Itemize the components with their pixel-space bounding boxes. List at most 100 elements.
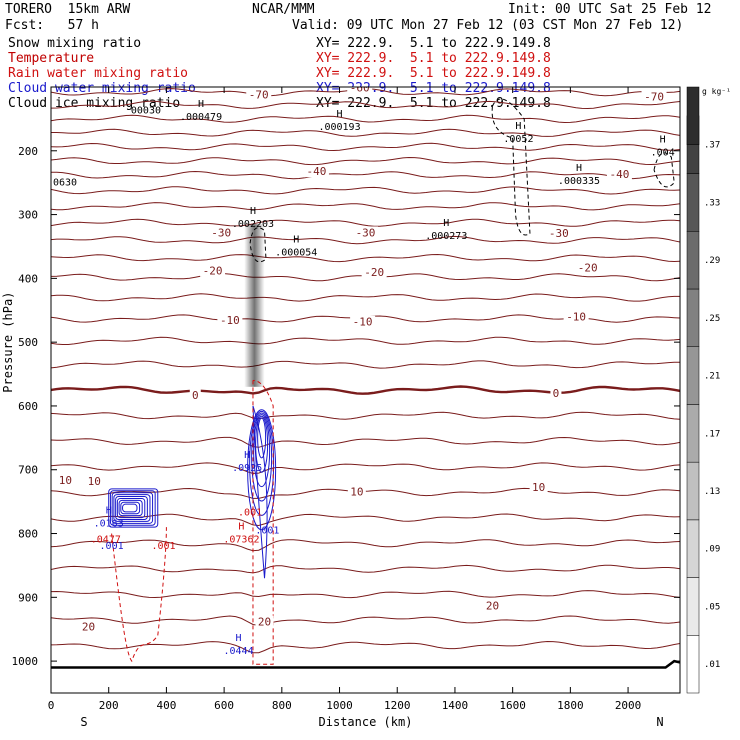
temperature-label: 10 (532, 481, 545, 494)
isotherm-line (51, 170, 680, 180)
temperature-label-bg (347, 485, 366, 498)
y-tick-label: 600 (18, 400, 38, 413)
maximum-value: .001 (255, 526, 279, 537)
maximum-value: .000193 (318, 122, 360, 133)
x-tick-label: 1600 (499, 699, 526, 712)
isotherm-line (51, 513, 680, 527)
x-tick-label: 2000 (615, 699, 642, 712)
y-tick-label: 1000 (12, 655, 39, 668)
colorbar-tick-label: .09 (704, 545, 720, 555)
cloud-ice-contour (653, 152, 675, 188)
colorbar-unit: g kg⁻¹ (702, 87, 731, 96)
colorbar-tick-label: .01 (704, 660, 720, 670)
temperature-label-bg (85, 475, 104, 488)
temperature-label-bg (347, 87, 373, 94)
rain-water-contour (252, 379, 274, 665)
x-tick-label: 600 (214, 699, 234, 712)
colorbar-swatch (686, 86, 700, 145)
maximum-value: .000335 (558, 176, 600, 187)
y-tick-label: 700 (18, 464, 38, 477)
terrain-line (51, 659, 680, 669)
temperature-label-bg (546, 227, 572, 240)
maximum-value: .000479 (180, 112, 222, 123)
maximum-marker: H (238, 522, 244, 533)
cloud-water-contour (252, 405, 268, 579)
rain-water-contour (111, 527, 167, 663)
model-title: TORERO 15km ARW (5, 2, 131, 17)
isotherm-line (51, 202, 680, 211)
isotherm-line (51, 186, 680, 195)
temperature-label-bg (200, 264, 226, 277)
maximum-value: .001 (100, 541, 124, 552)
maximum-value: .001 (238, 508, 262, 519)
temperature-label-bg (303, 165, 329, 178)
colorbar-swatch (686, 231, 700, 290)
temperature-label-bg (255, 615, 274, 628)
temperature-label: -10 (353, 316, 373, 329)
colorbar-swatch (686, 173, 700, 232)
y-tick-label: 300 (18, 209, 38, 222)
x-tick-label: 200 (99, 699, 119, 712)
colorbar-tick-label: .29 (704, 256, 720, 266)
colorbar-tick-label: .33 (704, 198, 720, 208)
isotherm-line (51, 100, 680, 110)
maximum-marker: H (660, 134, 666, 145)
snow-shading (244, 224, 265, 387)
valid-time: Valid: 09 UTC Mon 27 Feb 12 (03 CST Mon … (292, 18, 684, 33)
plot-frame (50, 86, 681, 694)
isotherm-line (51, 253, 680, 263)
colorbar-tick-label: .25 (704, 314, 720, 324)
x-right-end-label: N (656, 715, 663, 729)
y-tick-label: 900 (18, 591, 38, 604)
cloud-water-contour (108, 488, 159, 528)
temperature-label-bg (641, 90, 667, 103)
x-tick-label: 1000 (326, 699, 353, 712)
isotherm-line (51, 128, 680, 137)
temperature-label-bg (483, 599, 502, 612)
cloud-water-contour (257, 417, 267, 459)
cloud-water-contour (116, 497, 146, 519)
temperature-label: 0 (553, 387, 560, 400)
temperature-label: 20 (486, 600, 499, 613)
maximum-marker: H (443, 218, 449, 229)
maximum-value: .002203 (232, 219, 274, 230)
maximum-value: .0477 (91, 535, 121, 546)
temperature-label: 10 (350, 485, 363, 498)
temperature-label-bg (563, 310, 589, 323)
cloud-water-contour (113, 494, 151, 522)
isotherm-line (51, 218, 680, 227)
temperature-label-bg (550, 387, 562, 400)
temperature-label: -10 (566, 311, 586, 324)
isotherm-line (51, 336, 680, 345)
isotherm-line (51, 156, 680, 166)
colorbar-swatch (686, 519, 700, 578)
maximum-value: .001 (151, 541, 175, 552)
colorbar-swatch (686, 577, 700, 636)
temperature-label: -20 (364, 266, 384, 279)
colorbar-tick-label: .05 (704, 602, 720, 612)
colorbar-swatch (686, 461, 700, 521)
isotherm-line (51, 462, 680, 475)
cloud-water-contour (255, 415, 269, 473)
cloud-ice-contour (491, 98, 531, 236)
cloud-ice-contour (249, 227, 267, 263)
temperature-label-bg (246, 88, 272, 101)
legend-xy-cloud-ice: XY= 222.9. 5.1 to 222.9.149.8 (316, 96, 551, 111)
maximum-marker: H (244, 450, 250, 461)
isotherm-line (51, 385, 680, 395)
isotherm-line (51, 564, 680, 574)
maximum-marker: H (250, 206, 256, 217)
cloud-water-contour (111, 492, 154, 524)
maximum-marker: H (236, 633, 242, 644)
cloud-water-contour (109, 490, 156, 526)
legend-xy-temperature: XY= 222.9. 5.1 to 222.9.149.8 (316, 51, 551, 66)
temperature-label: -30 (356, 226, 376, 239)
legend-item-cloud-ice: Cloud ice mixing ratio (8, 96, 181, 111)
isotherm-line (51, 142, 680, 152)
maximum-marker: H (337, 109, 343, 120)
maximum-marker: H (515, 121, 521, 132)
temperature-label-bg (56, 473, 75, 486)
x-tick-label: 400 (156, 699, 176, 712)
temperature-label: -20 (578, 262, 598, 275)
temperature-label-bg (350, 315, 376, 328)
